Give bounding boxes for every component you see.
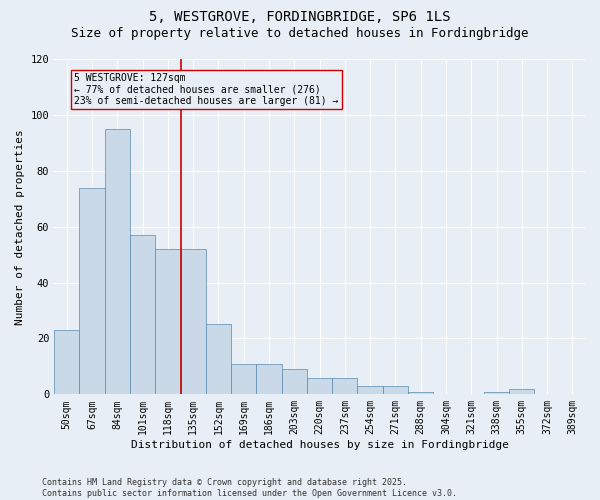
Bar bbox=[484, 392, 509, 394]
Bar bbox=[307, 378, 332, 394]
Text: 5, WESTGROVE, FORDINGBRIDGE, SP6 1LS: 5, WESTGROVE, FORDINGBRIDGE, SP6 1LS bbox=[149, 10, 451, 24]
Bar bbox=[281, 369, 307, 394]
Bar bbox=[54, 330, 79, 394]
Bar bbox=[408, 392, 433, 394]
Bar bbox=[79, 188, 105, 394]
Bar bbox=[105, 129, 130, 394]
Bar bbox=[231, 364, 256, 394]
Bar bbox=[383, 386, 408, 394]
Text: Contains HM Land Registry data © Crown copyright and database right 2025.
Contai: Contains HM Land Registry data © Crown c… bbox=[42, 478, 457, 498]
Bar bbox=[358, 386, 383, 394]
Bar bbox=[509, 388, 535, 394]
Bar bbox=[256, 364, 281, 394]
Text: Size of property relative to detached houses in Fordingbridge: Size of property relative to detached ho… bbox=[71, 28, 529, 40]
Text: 5 WESTGROVE: 127sqm
← 77% of detached houses are smaller (276)
23% of semi-detac: 5 WESTGROVE: 127sqm ← 77% of detached ho… bbox=[74, 73, 339, 106]
Bar bbox=[155, 249, 181, 394]
Y-axis label: Number of detached properties: Number of detached properties bbox=[15, 129, 25, 324]
X-axis label: Distribution of detached houses by size in Fordingbridge: Distribution of detached houses by size … bbox=[131, 440, 509, 450]
Bar bbox=[130, 235, 155, 394]
Bar bbox=[332, 378, 358, 394]
Bar bbox=[206, 324, 231, 394]
Bar bbox=[181, 249, 206, 394]
